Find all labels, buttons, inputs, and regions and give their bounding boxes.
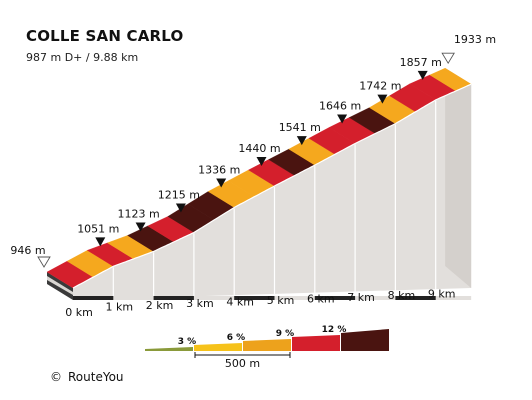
km-tick-label: 4 km [226,296,254,309]
legend-grade-label: 3 % [178,337,196,347]
copyright-symbol: © [50,370,62,384]
km-marker-triangle [95,237,106,247]
km-tick-label: 6 km [307,292,335,305]
legend-grade-label: 12 % [322,325,347,335]
chart-subtitle: 987 m D+ / 9.88 km [26,51,139,64]
routeyou-credit: © RouteYou [50,370,124,384]
base-dark-bar [153,296,194,300]
km-marker-triangle [216,178,227,188]
km-marker-triangle [135,222,146,232]
km-markers: 946 m 1051 m 1123 m 1215 m 1336 m 1440 m 1541 … [10,33,496,268]
elevation-label: 1440 m [238,142,280,155]
elevation-label: 1742 m [359,80,401,93]
distance-axis: 0 km 1 km 2 km 3 km 4 km 5 km 6 km 7 km 8 km 9 km [65,288,455,319]
elevation-label: 1215 m [158,188,200,201]
scale-bar-label: 500 m [225,357,260,370]
elevation-label: 1541 m [279,121,321,134]
elevation-label: 1051 m [77,222,119,235]
start-marker-triangle [37,256,51,268]
profile-side-wall [73,84,472,300]
profile-wall [47,68,472,300]
elevation-label: 1646 m [319,99,361,112]
km-tick-label: 5 km [267,294,295,307]
km-tick-label: 9 km [428,288,456,301]
elevation-label: 1933 m [454,33,496,46]
km-marker-triangle [377,94,388,104]
km-marker-triangle [296,136,307,146]
legend-wedge [194,343,242,351]
km-marker-triangle [417,70,428,80]
km-marker-triangle [337,114,348,124]
base-dark-bar [314,296,356,300]
chart-title: COLLE SAN CARLO [26,27,184,45]
legend-wedge [243,339,291,351]
elevation-label: 1123 m [117,207,159,220]
legend-grade-label: 6 % [227,333,245,343]
legend-wedge [292,335,340,351]
legend-wedge [341,329,389,351]
legend-grade-label: 9 % [276,329,294,339]
gradient-ribbon [46,67,472,289]
elevation-label: 1336 m [198,163,240,176]
credit-text: RouteYou [68,370,124,384]
profile-end-cap [445,68,472,288]
base-dark-bar [395,296,436,300]
km-tick-label: 3 km [186,297,214,310]
base-dark-bar [234,296,275,300]
profile-start-cap-face [47,276,73,295]
km-tick-label: 1 km [106,300,134,313]
km-tick-label: 7 km [347,291,375,304]
base-dark-bar [73,296,114,300]
legend-wedge [145,347,193,351]
km-tick-label: 2 km [146,299,174,312]
gradient-legend: 3 % 6 % 9 % 12 % 500 m [145,325,389,370]
end-marker-triangle [441,52,455,65]
ribbon-front-edge [72,83,472,289]
km-marker-triangle [175,203,186,213]
elevation-label: 1857 m [400,56,442,69]
km-marker-triangle [256,156,267,166]
elevation-label: 946 m [10,244,45,257]
km-tick-label: 0 km [65,306,93,319]
km-tick-label: 8 km [388,289,416,302]
